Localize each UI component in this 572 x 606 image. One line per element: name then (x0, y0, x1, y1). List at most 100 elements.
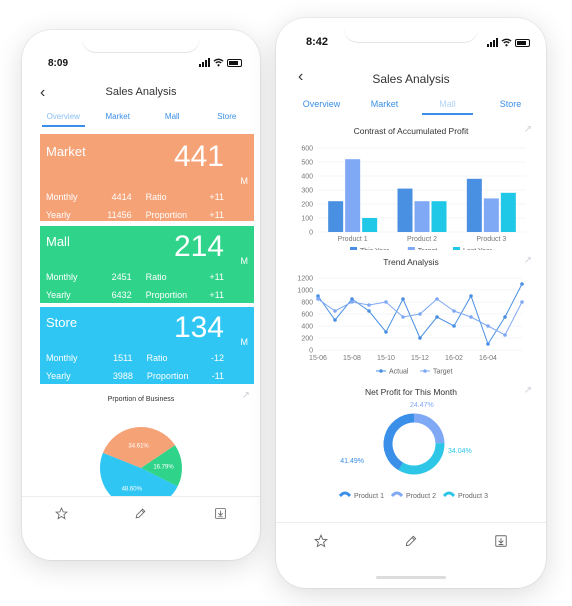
row-value: 4414 (111, 192, 132, 202)
legend-label: Product 2 (406, 493, 436, 500)
legend-swatch (379, 369, 383, 373)
navbar: ‹ Sales Analysis (276, 68, 546, 94)
signal-icon (199, 58, 210, 67)
tab-store[interactable]: Store (499, 99, 522, 109)
back-chevron-icon[interactable]: ‹ (298, 68, 304, 85)
tab-market[interactable]: Market (105, 112, 130, 121)
row-label: Ratio (145, 272, 167, 282)
y-tick-label: 1200 (297, 276, 313, 283)
donut-slice (398, 442, 445, 475)
card-row-monthly: Monthly 2451 Ratio +11 (46, 272, 224, 282)
card-unit: M (240, 337, 249, 347)
navbar: ‹ Sales Analysis (22, 84, 260, 108)
data-point (486, 324, 490, 328)
expand-icon[interactable]: ↗ (523, 124, 532, 135)
y-tick-label: 100 (301, 216, 313, 223)
y-tick-label: 400 (301, 324, 313, 331)
row-label: Yearly (46, 371, 71, 381)
data-point (401, 297, 405, 301)
tab-market[interactable]: Market (370, 99, 399, 109)
tab-store[interactable]: Store (217, 112, 237, 121)
data-point (435, 315, 439, 319)
data-point (316, 294, 320, 298)
bar (397, 188, 413, 232)
status-icons (487, 38, 530, 47)
donut-slice (413, 413, 445, 444)
y-tick-label: 0 (309, 348, 313, 355)
y-tick-label: 600 (301, 146, 313, 153)
data-point (384, 330, 388, 334)
expand-icon[interactable]: ↗ (241, 390, 250, 401)
tab-overview[interactable]: Overview (302, 99, 341, 109)
legend-swatch (390, 491, 404, 498)
expand-icon[interactable]: ↗ (523, 385, 532, 396)
data-point (520, 300, 524, 304)
data-point (503, 333, 507, 337)
data-label: 16.79% (153, 465, 174, 471)
trend-line-chart: 0 200 400 600 800 1000 1200 15-06 15-08 15-10 15-1… (297, 276, 524, 376)
expand-icon[interactable]: ↗ (523, 255, 532, 266)
data-point (350, 300, 354, 304)
data-label: 48.60% (122, 487, 143, 493)
data-point (418, 336, 422, 340)
data-point (401, 315, 405, 319)
legend-swatch (442, 491, 456, 498)
legend-label: Last Year (463, 248, 493, 250)
row-value: -12 (210, 353, 224, 363)
page-title: Sales Analysis (372, 72, 450, 86)
bar (483, 198, 499, 232)
market-card[interactable]: Market 441 M Monthly 4414 Ratio +11 Year… (40, 134, 254, 221)
card-name: Mall (46, 234, 70, 249)
row-label: Yearly (46, 290, 71, 300)
status-time: 8:09 (48, 58, 69, 69)
home-indicator (376, 576, 446, 579)
store-card[interactable]: Store 134 M Monthly 1511 Ratio -12 Yearl… (40, 307, 254, 384)
download-icon[interactable] (214, 507, 227, 520)
row-value: 1511 (113, 353, 133, 363)
bottom-toolbar (276, 522, 546, 559)
net-profit-donut-chart: 41.49% 24.47% 34.04% Product 1 Product 2 Prod… (338, 402, 488, 500)
notch (82, 30, 200, 52)
tab-mall[interactable]: Mall (416, 99, 479, 115)
phone-left: 8:09 ‹ Sales Analysis Overview Market Ma… (22, 30, 260, 560)
data-point (333, 309, 337, 313)
tab-bar: Overview Market Mall Store (36, 112, 254, 127)
star-icon[interactable] (314, 534, 328, 548)
pen-icon[interactable] (404, 534, 418, 548)
y-tick-label: 200 (301, 336, 313, 343)
row-label: Proportion (145, 210, 188, 220)
data-label: 34.61% (128, 444, 149, 450)
x-tick-label: Product 2 (407, 236, 437, 243)
y-tick-label: 200 (301, 202, 313, 209)
data-label: 34.04% (448, 448, 472, 455)
back-chevron-icon[interactable]: ‹ (40, 84, 46, 101)
legend-label: This Year (360, 248, 390, 250)
row-label: Ratio (145, 192, 167, 202)
data-point (486, 342, 490, 346)
tab-mall[interactable]: Mall (164, 112, 180, 121)
wifi-icon (213, 58, 224, 67)
series-line (317, 298, 523, 336)
mall-card[interactable]: Mall 214 M Monthly 2451 Ratio +11 Yearly… (40, 226, 254, 303)
card-row-yearly: Yearly 3988 Proportion -11 (46, 371, 224, 381)
legend-swatch (338, 491, 352, 498)
bar (466, 178, 482, 232)
legend-swatch (423, 369, 427, 373)
bottom-toolbar (22, 496, 260, 529)
data-point (503, 315, 507, 319)
row-label: Monthly (46, 192, 78, 202)
bar (431, 201, 447, 232)
data-point (333, 318, 337, 322)
legend-swatch (350, 247, 357, 250)
star-icon[interactable] (55, 506, 69, 520)
download-icon[interactable] (494, 534, 508, 548)
line-chart-title: Trend Analysis (383, 257, 439, 267)
x-tick-label: 15-06 (309, 355, 327, 362)
row-label: Proportion (145, 290, 188, 300)
tab-overview[interactable]: Overview (36, 112, 91, 127)
card-unit: M (240, 256, 249, 266)
row-label: Proportion (146, 371, 189, 381)
row-label: Monthly (46, 272, 78, 282)
pen-icon[interactable] (134, 507, 147, 520)
data-point (418, 312, 422, 316)
